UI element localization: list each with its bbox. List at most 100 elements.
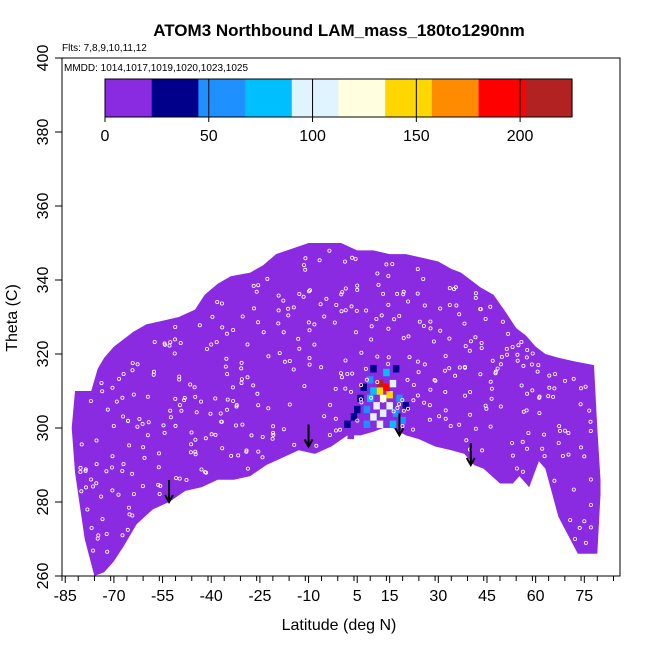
flight-track-marker xyxy=(521,363,526,368)
flight-track-marker xyxy=(540,446,545,451)
flight-track-marker xyxy=(428,387,433,392)
flight-track-marker xyxy=(203,436,208,441)
flight-track-marker xyxy=(415,291,420,296)
flight-track-marker xyxy=(249,433,254,438)
y-tick-label: 300 xyxy=(35,415,52,442)
flight-track-marker xyxy=(442,368,447,373)
flight-track-marker xyxy=(500,319,505,324)
flight-track-marker xyxy=(447,286,452,291)
flight-track-marker xyxy=(422,303,427,308)
flight-track-marker xyxy=(380,398,385,403)
flight-track-marker xyxy=(255,391,260,396)
flight-track-marker xyxy=(443,389,448,394)
flight-track-marker xyxy=(188,382,193,387)
flight-track-marker xyxy=(307,328,312,333)
flight-track-marker xyxy=(529,362,534,367)
flight-track-marker xyxy=(375,354,380,359)
flight-track-markers xyxy=(78,248,593,554)
flight-track-marker xyxy=(519,383,524,388)
heatmap-cell xyxy=(396,394,403,403)
flight-track-marker xyxy=(506,331,511,336)
flight-track-marker xyxy=(468,389,473,394)
flight-track-marker xyxy=(204,346,209,351)
flight-track-marker xyxy=(281,298,286,303)
flight-track-marker xyxy=(110,454,115,459)
flight-track-marker xyxy=(189,430,194,435)
flight-track-marker xyxy=(447,302,452,307)
flight-track-marker xyxy=(156,451,161,456)
colorbar-swatch xyxy=(151,79,199,117)
flight-track-marker xyxy=(303,256,308,261)
flight-track-marker xyxy=(447,366,452,371)
flight-track-marker xyxy=(219,301,224,306)
flight-track-marker xyxy=(301,294,306,299)
flight-track-marker xyxy=(114,399,119,404)
flight-track-marker xyxy=(256,320,261,325)
flight-track-marker xyxy=(296,336,301,341)
flight-track-marker xyxy=(376,282,381,287)
flight-track-marker xyxy=(473,426,478,431)
flight-track-marker xyxy=(167,343,172,348)
x-tick-label: -85 xyxy=(54,588,77,605)
flight-track-marker xyxy=(386,355,391,360)
flight-track-marker xyxy=(79,442,84,447)
flight-track-marker xyxy=(281,330,286,335)
flight-track-marker xyxy=(172,351,177,356)
flight-track-marker xyxy=(177,374,182,379)
flight-track-marker xyxy=(375,380,380,385)
flight-track-marker xyxy=(260,455,265,460)
flight-track-marker xyxy=(582,519,587,524)
flight-track-marker xyxy=(566,430,571,435)
heatmap-cell xyxy=(386,402,393,410)
flight-track-marker xyxy=(130,471,135,476)
flight-track-marker xyxy=(400,398,405,403)
flight-track-marker xyxy=(145,433,150,438)
flight-track-marker xyxy=(177,476,182,481)
flight-track-marker xyxy=(89,526,94,531)
flight-track-marker xyxy=(588,525,593,530)
colorbar-tick-label: 100 xyxy=(299,128,326,145)
flight-track-marker xyxy=(525,446,530,451)
flight-track-marker xyxy=(230,385,235,390)
flight-track-marker xyxy=(286,306,291,311)
flight-track-marker xyxy=(588,502,593,507)
flight-track-marker xyxy=(583,384,588,389)
flight-track-marker xyxy=(137,416,142,421)
flight-track-marker xyxy=(495,366,500,371)
flight-track-marker xyxy=(421,323,426,328)
flight-track-marker xyxy=(422,400,427,405)
flight-track-marker xyxy=(121,414,126,419)
flight-track-marker xyxy=(193,437,198,442)
flight-track-marker xyxy=(401,408,406,413)
y-axis: 260 280 300 320 340 360 380 400 xyxy=(35,45,62,589)
flights-label: Flts: 7,8,9,10,11,12 xyxy=(62,43,147,54)
flight-track-marker xyxy=(381,291,386,296)
heatmap-cell xyxy=(389,420,397,428)
y-tick-label: 320 xyxy=(35,341,52,368)
flight-track-marker xyxy=(78,465,83,470)
flight-track-marker xyxy=(126,418,131,423)
flight-track-marker xyxy=(312,322,317,327)
flight-track-marker xyxy=(233,423,238,428)
tropopause-arrow-head xyxy=(465,457,476,468)
flight-track-marker xyxy=(302,384,307,389)
flight-track-marker xyxy=(520,439,525,444)
heatmap-cell xyxy=(367,394,374,403)
flight-track-marker xyxy=(256,283,261,288)
flight-track-marker xyxy=(349,304,354,309)
flight-track-marker xyxy=(343,286,348,291)
flight-track-marker xyxy=(392,317,397,322)
y-tick-label: 340 xyxy=(35,267,52,294)
heatmap-cell xyxy=(357,394,364,403)
flight-track-marker xyxy=(236,453,241,458)
flight-track-marker xyxy=(443,408,448,413)
flight-track-marker xyxy=(478,372,483,377)
flight-track-marker xyxy=(537,395,542,400)
flight-track-marker xyxy=(260,434,265,439)
heatmap-cell xyxy=(373,402,380,410)
flight-track-marker xyxy=(464,438,469,443)
heatmap-cell xyxy=(389,379,397,388)
flight-track-marker xyxy=(271,424,276,429)
flight-track-marker xyxy=(251,306,256,311)
